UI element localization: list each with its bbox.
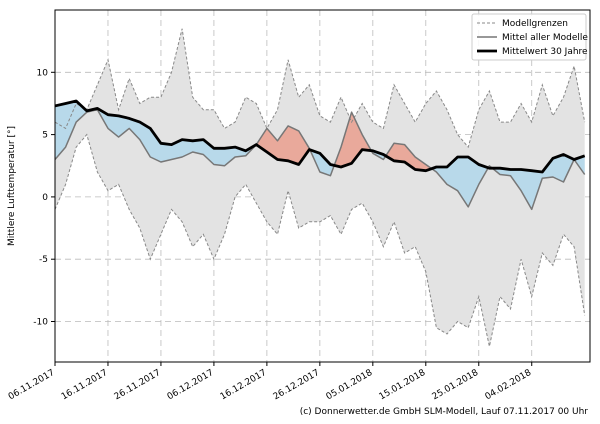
legend-label: Mittelwert 30 Jahre	[502, 47, 588, 57]
x-tick-label: 26.11.2017	[113, 368, 163, 402]
plot-area	[55, 10, 590, 362]
y-axis-label: Mittlere Lufttemperatur [°]	[7, 126, 17, 246]
model-upper-line	[55, 28, 586, 149]
plot-frame	[54, 9, 591, 363]
x-tick-label: 16.11.2017	[60, 368, 110, 402]
model-range-area	[55, 28, 585, 347]
model-lower-line	[55, 133, 586, 347]
y-tick-label: 5	[42, 131, 48, 141]
y-tick-label: 10	[37, 68, 49, 78]
x-tick-label: 26.12.2017	[272, 368, 322, 402]
x-tick-label: 06.12.2017	[166, 368, 216, 402]
y-tick-label: -5	[39, 255, 48, 265]
x-tick-label: 05.01.2018	[325, 368, 375, 403]
legend-label: Mittel aller Modelle	[502, 33, 588, 43]
x-tick-label: 06.11.2017	[7, 368, 57, 402]
x-tick-label: 15.01.2018	[378, 368, 428, 403]
legend-box	[471, 13, 587, 61]
x-tick-label: 16.12.2017	[219, 368, 269, 402]
y-tick-label: -10	[33, 318, 48, 328]
footer: (c) Donnerwetter.de GmbH SLM-Modell, Lau…	[300, 407, 589, 417]
x-tick-label: 25.01.2018	[431, 368, 481, 403]
legend-label: Modellgrenzen	[502, 19, 568, 29]
series-line	[55, 108, 586, 211]
y-tick-label: 0	[42, 193, 48, 203]
series-line	[55, 99, 586, 174]
x-tick-label: 04.02.2018	[484, 368, 534, 403]
